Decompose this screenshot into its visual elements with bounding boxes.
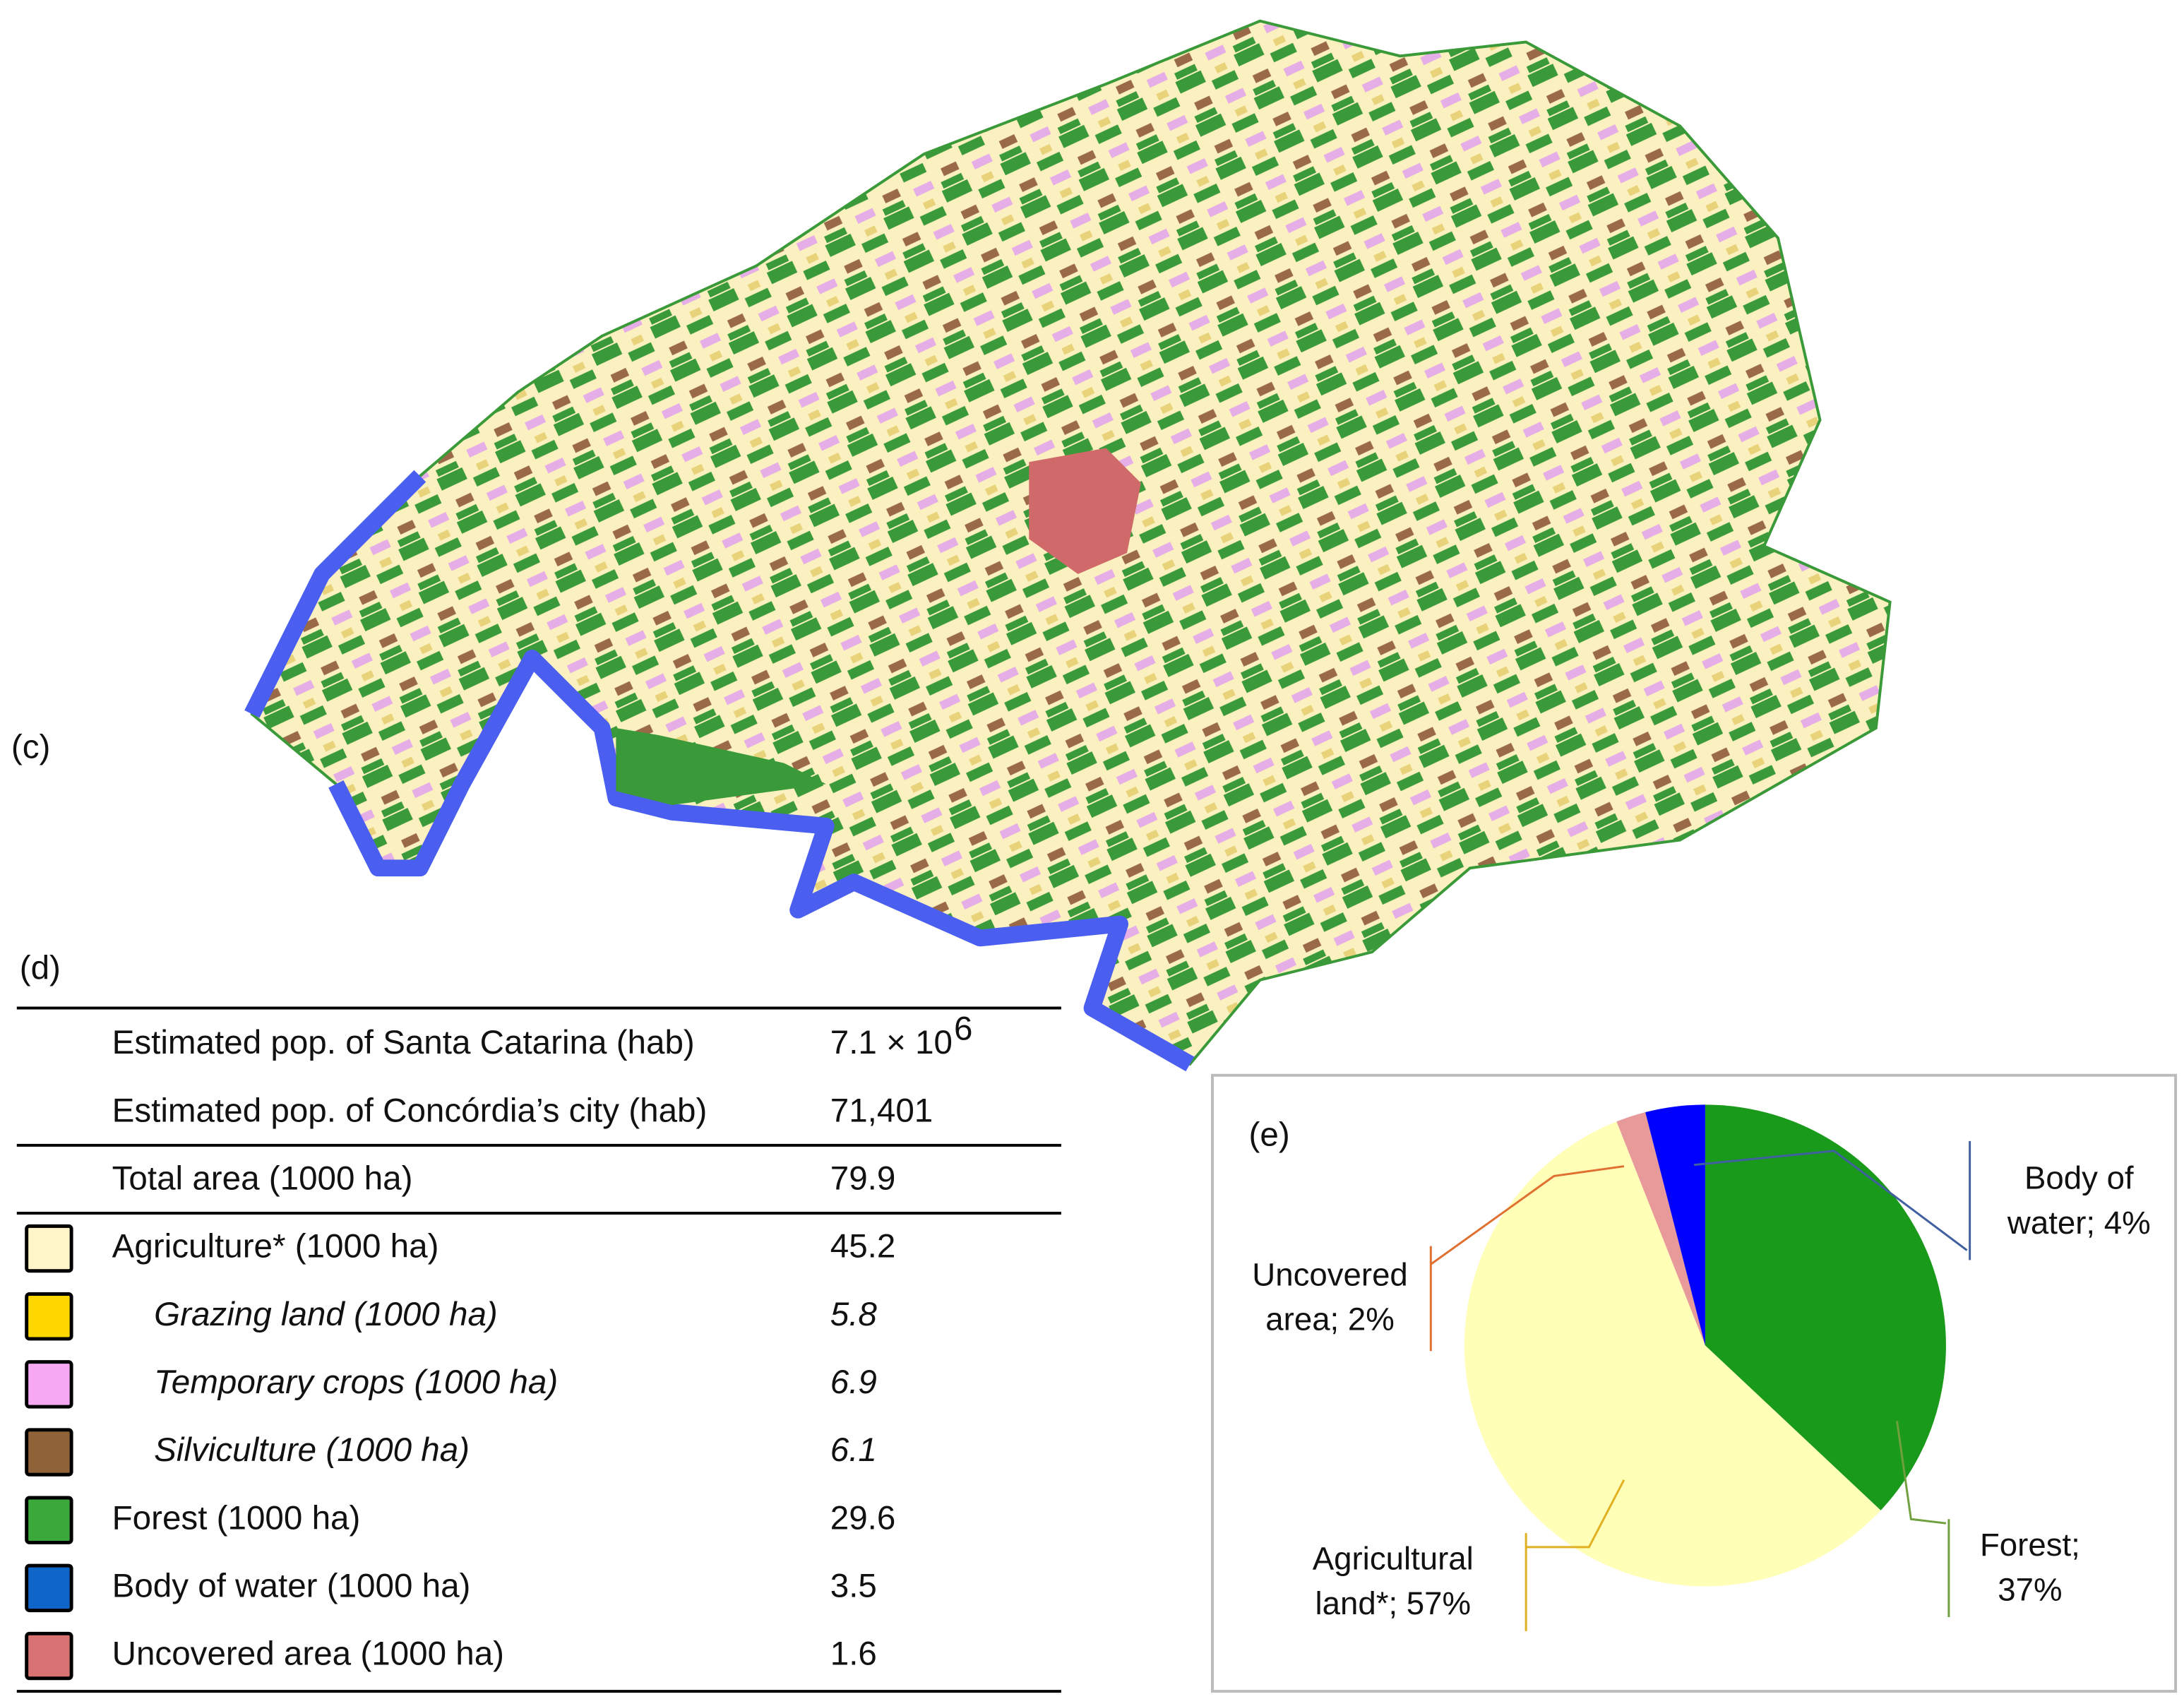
row-value: 6.9 [830, 1364, 877, 1401]
leader-line [1524, 1479, 1625, 1631]
leader-line [1896, 1421, 1950, 1618]
row-value: 79.9 [830, 1160, 896, 1197]
row-label: Agriculture* (1000 ha) [112, 1228, 439, 1265]
slice-label: land*; 57% [1315, 1585, 1472, 1621]
row-value: 71,401 [830, 1092, 933, 1129]
row-value: 7.1 × 10 [830, 1024, 953, 1061]
row-label: Grazing land (1000 ha) [154, 1296, 498, 1333]
row-value: 6.1 [830, 1431, 877, 1469]
row-label: Temporary crops (1000 ha) [154, 1364, 558, 1401]
panel-label: (c) [11, 728, 50, 765]
forest-patch [616, 728, 826, 806]
row-value: 1.6 [830, 1635, 877, 1673]
legend-swatch [25, 1360, 73, 1409]
panel-label: (d) [20, 950, 61, 987]
pie-slice [1616, 1112, 1705, 1346]
slice-label: Agricultural [1313, 1541, 1474, 1577]
legend-swatch [25, 1224, 73, 1273]
legend-swatch [25, 1496, 73, 1544]
leader-line [1693, 1140, 1971, 1260]
pie-slice [1645, 1104, 1705, 1346]
row-value: 29.6 [830, 1499, 896, 1537]
leader-line [1429, 1165, 1625, 1352]
row-label: Forest (1000 ha) [112, 1499, 361, 1537]
legend-swatch [25, 1631, 73, 1681]
slice-label: area; 2% [1265, 1301, 1395, 1337]
row-value: 45.2 [830, 1228, 896, 1265]
row-label: Estimated pop. of Concórdia’s city (hab) [112, 1092, 708, 1129]
slice-label: 37% [1998, 1571, 2062, 1607]
slice-label: water; 4% [2007, 1205, 2151, 1241]
table: Estimated pop. of Santa Catarina (hab) 7.… [16, 1006, 1061, 1693]
row-value: 3.5 [830, 1567, 877, 1604]
city-area [1029, 448, 1141, 574]
river [244, 470, 1195, 1072]
row-label: Estimated pop. of Santa Catarina (hab) [112, 1024, 695, 1061]
legend-swatch [25, 1292, 73, 1341]
pie-chart: Forest; 37% Agricultural land*; 57% Uncovere… [1252, 1104, 2151, 1631]
row-label: Total area (1000 ha) [112, 1160, 413, 1197]
legend-swatch [25, 1428, 73, 1477]
land-use-map [244, 19, 1892, 1072]
row-label: Silviculture (1000 ha) [154, 1431, 470, 1469]
slice-label: Forest; [1980, 1527, 2080, 1563]
row-value-exponent: 6 [954, 1010, 972, 1047]
chart-frame [1211, 1073, 2178, 1693]
slice-label: Body of [2024, 1160, 2134, 1196]
row-label: Body of water (1000 ha) [112, 1567, 471, 1604]
panel-label: (e) [1249, 1116, 1290, 1154]
pie-slice [1705, 1104, 1946, 1510]
pie-slice [1464, 1121, 1881, 1587]
slice-label: Uncovered [1252, 1256, 1408, 1292]
row-label: Uncovered area (1000 ha) [112, 1635, 504, 1673]
legend-swatch [25, 1563, 73, 1613]
row-value: 5.8 [830, 1296, 878, 1333]
